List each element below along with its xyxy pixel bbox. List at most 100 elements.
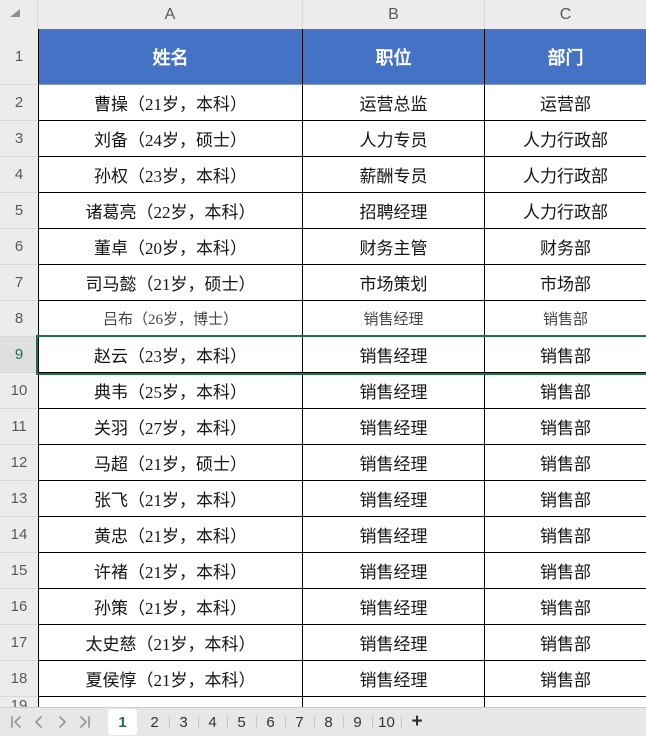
row-header-13[interactable]: 13 bbox=[0, 481, 38, 517]
row-header-9[interactable]: 9 bbox=[0, 337, 38, 373]
cell-C18[interactable]: 销售部 bbox=[485, 661, 646, 697]
row-header-5[interactable]: 5 bbox=[0, 193, 38, 229]
cell-A1[interactable]: 姓名 bbox=[38, 29, 303, 85]
row-header-19[interactable]: 19 bbox=[0, 697, 38, 707]
partial-row-19: 19 bbox=[0, 697, 646, 707]
cell-B13[interactable]: 销售经理 bbox=[303, 481, 485, 517]
cell-B5[interactable]: 招聘经理 bbox=[303, 193, 485, 229]
row-header-18[interactable]: 18 bbox=[0, 661, 38, 697]
cell-C1[interactable]: 部门 bbox=[485, 29, 646, 85]
sheet-tab-10[interactable]: 10 bbox=[372, 709, 401, 735]
select-all-corner[interactable] bbox=[0, 0, 38, 29]
cell-C5[interactable]: 人力行政部 bbox=[485, 193, 646, 229]
sheet-nav bbox=[0, 714, 105, 730]
cell-A6[interactable]: 董卓（20岁，本科） bbox=[38, 229, 303, 265]
cell-C13[interactable]: 销售部 bbox=[485, 481, 646, 517]
sheet-grid: 1 姓名 职位 部门 2 曹操（21岁，本科） 运营总监 运营部 3 刘备（24岁，硕士）… bbox=[0, 29, 646, 707]
sheet-tab-9[interactable]: 9 bbox=[343, 709, 372, 735]
next-sheet-icon[interactable] bbox=[54, 714, 70, 730]
sheet-tab-3[interactable]: 3 bbox=[169, 709, 198, 735]
add-sheet-button[interactable]: + bbox=[401, 709, 433, 735]
row-header-15[interactable]: 15 bbox=[0, 553, 38, 589]
cell-C8[interactable]: 销售部 bbox=[485, 301, 646, 337]
column-header-B[interactable]: B bbox=[303, 0, 485, 29]
cell-A17[interactable]: 太史慈（21岁，本科） bbox=[38, 625, 303, 661]
row-header-3[interactable]: 3 bbox=[0, 121, 38, 157]
cell-A11[interactable]: 关羽（27岁，本科） bbox=[38, 409, 303, 445]
cell-A10[interactable]: 典韦（25岁，本科） bbox=[38, 373, 303, 409]
row-header-11[interactable]: 11 bbox=[0, 409, 38, 445]
row-header-7[interactable]: 7 bbox=[0, 265, 38, 301]
cell-B9[interactable]: 销售经理 bbox=[303, 337, 485, 373]
cell-B19[interactable] bbox=[303, 697, 485, 707]
cell-C19[interactable] bbox=[485, 697, 646, 707]
cell-A14[interactable]: 黄忠（21岁，本科） bbox=[38, 517, 303, 553]
cell-B7[interactable]: 市场策划 bbox=[303, 265, 485, 301]
sheet-tab-4[interactable]: 4 bbox=[198, 709, 227, 735]
cell-B12[interactable]: 销售经理 bbox=[303, 445, 485, 481]
cell-B11[interactable]: 销售经理 bbox=[303, 409, 485, 445]
cell-B18[interactable]: 销售经理 bbox=[303, 661, 485, 697]
cell-C4[interactable]: 人力行政部 bbox=[485, 157, 646, 193]
cell-A2[interactable]: 曹操（21岁，本科） bbox=[38, 85, 303, 121]
cell-A13[interactable]: 张飞（21岁，本科） bbox=[38, 481, 303, 517]
cell-B10[interactable]: 销售经理 bbox=[303, 373, 485, 409]
cell-C2[interactable]: 运营部 bbox=[485, 85, 646, 121]
first-sheet-icon[interactable] bbox=[8, 714, 24, 730]
cell-A19[interactable] bbox=[38, 697, 303, 707]
table-row: 16 孙策（21岁，本科） 销售经理 销售部 bbox=[0, 589, 646, 625]
last-sheet-icon[interactable] bbox=[77, 714, 93, 730]
row-header-12[interactable]: 12 bbox=[0, 445, 38, 481]
row-header-10[interactable]: 10 bbox=[0, 373, 38, 409]
previous-sheet-icon[interactable] bbox=[31, 714, 47, 730]
cell-C14[interactable]: 销售部 bbox=[485, 517, 646, 553]
cell-B15[interactable]: 销售经理 bbox=[303, 553, 485, 589]
row-header-14[interactable]: 14 bbox=[0, 517, 38, 553]
cell-A3[interactable]: 刘备（24岁，硕士） bbox=[38, 121, 303, 157]
cell-C15[interactable]: 销售部 bbox=[485, 553, 646, 589]
cell-C3[interactable]: 人力行政部 bbox=[485, 121, 646, 157]
cell-A7[interactable]: 司马懿（21岁，硕士） bbox=[38, 265, 303, 301]
cell-B14[interactable]: 销售经理 bbox=[303, 517, 485, 553]
sheet-tab-6[interactable]: 6 bbox=[256, 709, 285, 735]
cell-A18[interactable]: 夏侯惇（21岁，本科） bbox=[38, 661, 303, 697]
cell-A5[interactable]: 诸葛亮（22岁，本科） bbox=[38, 193, 303, 229]
column-header-A[interactable]: A bbox=[38, 0, 303, 29]
cell-B16[interactable]: 销售经理 bbox=[303, 589, 485, 625]
row-header-2[interactable]: 2 bbox=[0, 85, 38, 121]
cell-C11[interactable]: 销售部 bbox=[485, 409, 646, 445]
cell-C12[interactable]: 销售部 bbox=[485, 445, 646, 481]
column-header-C[interactable]: C bbox=[559, 5, 572, 23]
row-header-16[interactable]: 16 bbox=[0, 589, 38, 625]
cell-A4[interactable]: 孙权（23岁，本科） bbox=[38, 157, 303, 193]
cell-C7[interactable]: 市场部 bbox=[485, 265, 646, 301]
cell-C6[interactable]: 财务部 bbox=[485, 229, 646, 265]
sheet-tab-8[interactable]: 8 bbox=[314, 709, 343, 735]
cell-B2[interactable]: 运营总监 bbox=[303, 85, 485, 121]
cell-A15[interactable]: 许褚（21岁，本科） bbox=[38, 553, 303, 589]
cell-B6[interactable]: 财务主管 bbox=[303, 229, 485, 265]
cell-C9[interactable]: 销售部 bbox=[485, 337, 646, 373]
cell-A9[interactable]: 赵云（23岁，本科） bbox=[38, 337, 303, 373]
row-header-1[interactable]: 1 bbox=[0, 29, 38, 85]
row-header-17[interactable]: 17 bbox=[0, 625, 38, 661]
cell-B3[interactable]: 人力专员 bbox=[303, 121, 485, 157]
sheet-tab-1[interactable]: 1 bbox=[108, 709, 137, 735]
cell-A16[interactable]: 孙策（21岁，本科） bbox=[38, 589, 303, 625]
row-header-8[interactable]: 8 bbox=[0, 301, 38, 337]
row-header-6[interactable]: 6 bbox=[0, 229, 38, 265]
sheet-tab-2[interactable]: 2 bbox=[150, 713, 159, 731]
cell-C10[interactable]: 销售部 bbox=[485, 373, 646, 409]
column-header-strip: A B C bbox=[0, 0, 646, 29]
cell-B17[interactable]: 销售经理 bbox=[303, 625, 485, 661]
cell-B8[interactable]: 销售经理 bbox=[303, 301, 485, 337]
row-header-4[interactable]: 4 bbox=[0, 157, 38, 193]
cell-C17[interactable]: 销售部 bbox=[485, 625, 646, 661]
cell-B4[interactable]: 薪酬专员 bbox=[303, 157, 485, 193]
cell-B1[interactable]: 职位 bbox=[303, 29, 485, 85]
cell-A12[interactable]: 马超（21岁，硕士） bbox=[38, 445, 303, 481]
sheet-tab-7[interactable]: 7 bbox=[285, 709, 314, 735]
cell-C16[interactable]: 销售部 bbox=[485, 589, 646, 625]
cell-A8[interactable]: 吕布（26岁，博士） bbox=[38, 301, 303, 337]
sheet-tab-5[interactable]: 5 bbox=[227, 709, 256, 735]
